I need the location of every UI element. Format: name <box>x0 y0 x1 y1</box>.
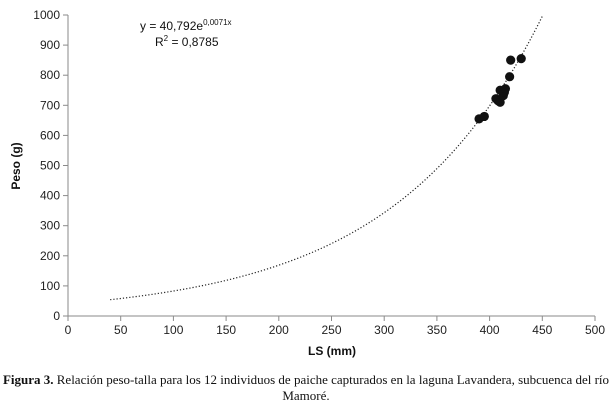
y-tick-label: 900 <box>40 38 60 52</box>
y-tick-label: 500 <box>40 159 60 173</box>
x-tick-label: 50 <box>114 323 128 337</box>
data-point <box>479 111 489 122</box>
r2-value: = 0,8785 <box>168 35 219 49</box>
x-axis: 0 50 100 150 200 250 300 350 400 450 500 <box>65 315 605 337</box>
x-tick-label: 400 <box>480 323 500 337</box>
trendline <box>110 16 543 301</box>
data-points <box>474 54 526 124</box>
caption-text: Relación peso-talla para los 12 individu… <box>53 372 610 403</box>
y-tick-label: 300 <box>40 219 60 233</box>
y-tick-label: 600 <box>40 128 60 142</box>
x-tick-label: 450 <box>532 323 552 337</box>
data-point <box>516 54 526 64</box>
x-tick-label: 150 <box>216 323 236 337</box>
figure-caption: Figura 3. Relación peso-talla para los 1… <box>0 372 612 404</box>
x-tick-label: 100 <box>163 323 183 337</box>
x-axis-title: LS (mm) <box>308 344 356 358</box>
x-tick-label: 0 <box>65 323 72 337</box>
y-tick-label: 1000 <box>33 8 60 22</box>
r2-prefix: R <box>155 35 164 49</box>
data-point <box>506 55 516 65</box>
y-tick-label: 0 <box>53 309 60 323</box>
y-tick-label: 200 <box>40 249 60 263</box>
r-squared: R2 = 0,8785 <box>155 34 219 49</box>
x-tick-label: 300 <box>374 323 394 337</box>
y-tick-label: 700 <box>40 98 60 112</box>
y-tick-label: 400 <box>40 189 60 203</box>
data-point <box>500 84 511 94</box>
x-tick-label: 500 <box>585 323 605 337</box>
y-axis: 0 100 200 300 400 500 600 700 800 900 1000 <box>33 8 69 323</box>
data-point <box>505 72 515 82</box>
equation-base: y = 40,792e <box>140 19 203 33</box>
x-tick-label: 250 <box>321 323 341 337</box>
y-axis-title: Peso (g) <box>9 142 23 189</box>
r2-superscript: 2 <box>164 34 169 43</box>
y-tick-label: 100 <box>40 279 60 293</box>
x-tick-label: 350 <box>427 323 447 337</box>
y-tick-label: 800 <box>40 68 60 82</box>
equation-exponent: 0,0071x <box>203 18 231 27</box>
trendline-equation: y = 40,792e0,0071x <box>140 18 232 33</box>
trendline-curve <box>110 16 543 301</box>
caption-label: Figura 3. <box>2 372 54 387</box>
x-tick-label: 200 <box>269 323 289 337</box>
